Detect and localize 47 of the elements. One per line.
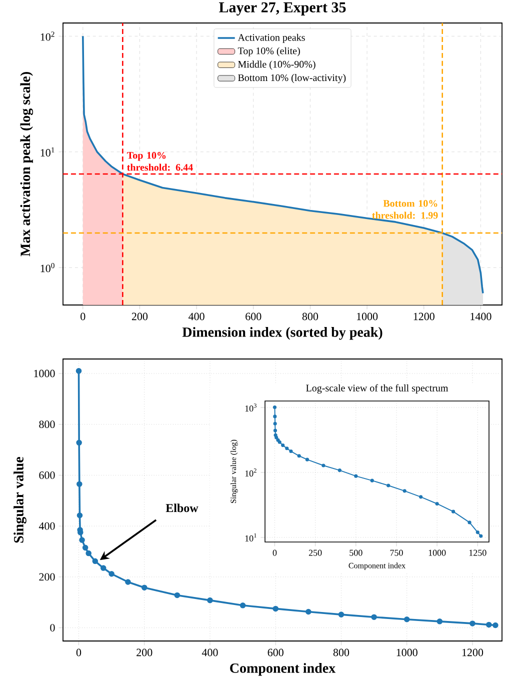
y-tick-label: 10$^{2}$ [245, 468, 256, 477]
x-tick-label: 750 [390, 550, 403, 556]
x-tick-label: 0 [76, 648, 82, 656]
chart-title: Layer 27, Expert 35 [219, 2, 346, 16]
legend-label: Activation peaks [238, 34, 305, 43]
ref-line-label: Top 10% threshold: 6.44 [127, 152, 193, 171]
x-tick-label: 600 [268, 648, 284, 656]
x-tick-label: 200 [132, 312, 148, 320]
x-tick-label: 1000 [428, 550, 446, 556]
x-tick-label: 1400 [470, 312, 492, 320]
x-tick-label: 1000 [357, 312, 378, 320]
x-axis-title: Dimension index (sorted by peak) [182, 327, 382, 340]
y-tick-label: 10$^{0}$ [40, 262, 54, 272]
y-axis-title: Singular value [14, 456, 26, 543]
x-tick-label: 1200 [414, 312, 434, 320]
y-tick-label: 0 [50, 624, 55, 632]
x-tick-label: 500 [350, 550, 362, 556]
legend-label: Bottom 10% (low-activity) [238, 74, 346, 84]
x-tick-label: 0 [272, 550, 277, 556]
y-tick-label: 400 [38, 522, 55, 530]
ref-line-label: Bottom 10% threshold: 1.99 [372, 200, 438, 219]
x-tick-label: 800 [333, 648, 350, 656]
y-tick-label: 10$^{1}$ [40, 147, 54, 156]
x-tick-label: 200 [136, 648, 152, 656]
y-axis-title: Max activation peak (log scale) [20, 72, 34, 256]
x-tick-label: 250 [308, 550, 322, 556]
y-axis-title: Singular value (log) [230, 440, 238, 503]
x-axis-title: Component index [348, 562, 406, 570]
y-tick-label: 800 [39, 420, 55, 428]
annotation: Elbow [166, 504, 198, 512]
y-tick-label: 10$^{3}$ [245, 403, 256, 412]
legend-label: Top 10% (elite) [238, 47, 300, 56]
y-tick-label: 200 [39, 573, 55, 581]
x-tick-label: 0 [80, 312, 86, 320]
x-tick-label: 1000 [396, 648, 418, 656]
x-axis-title: Component index [230, 663, 336, 676]
x-tick-label: 1200 [462, 648, 484, 656]
legend-label: Middle (10%-90%) [238, 60, 316, 70]
y-tick-label: 600 [39, 471, 55, 479]
y-tick-label: 10$^{2}$ [40, 32, 54, 41]
y-tick-label: 10$^{1}$ [245, 533, 256, 542]
x-tick-label: 800 [302, 312, 318, 320]
y-tick-label: 1000 [34, 370, 55, 378]
x-tick-label: 400 [202, 648, 218, 656]
chart-title: Log-scale view of the full spectrum [306, 384, 448, 394]
x-tick-label: 400 [188, 312, 204, 320]
x-tick-label: 1250 [469, 550, 486, 556]
